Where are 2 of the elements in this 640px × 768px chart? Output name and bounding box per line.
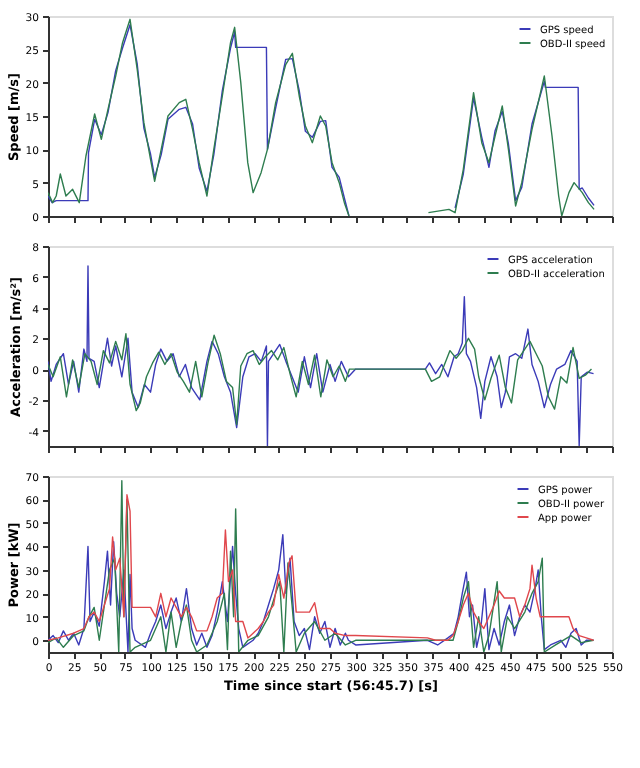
line-series bbox=[48, 332, 593, 426]
line-series bbox=[48, 533, 595, 652]
